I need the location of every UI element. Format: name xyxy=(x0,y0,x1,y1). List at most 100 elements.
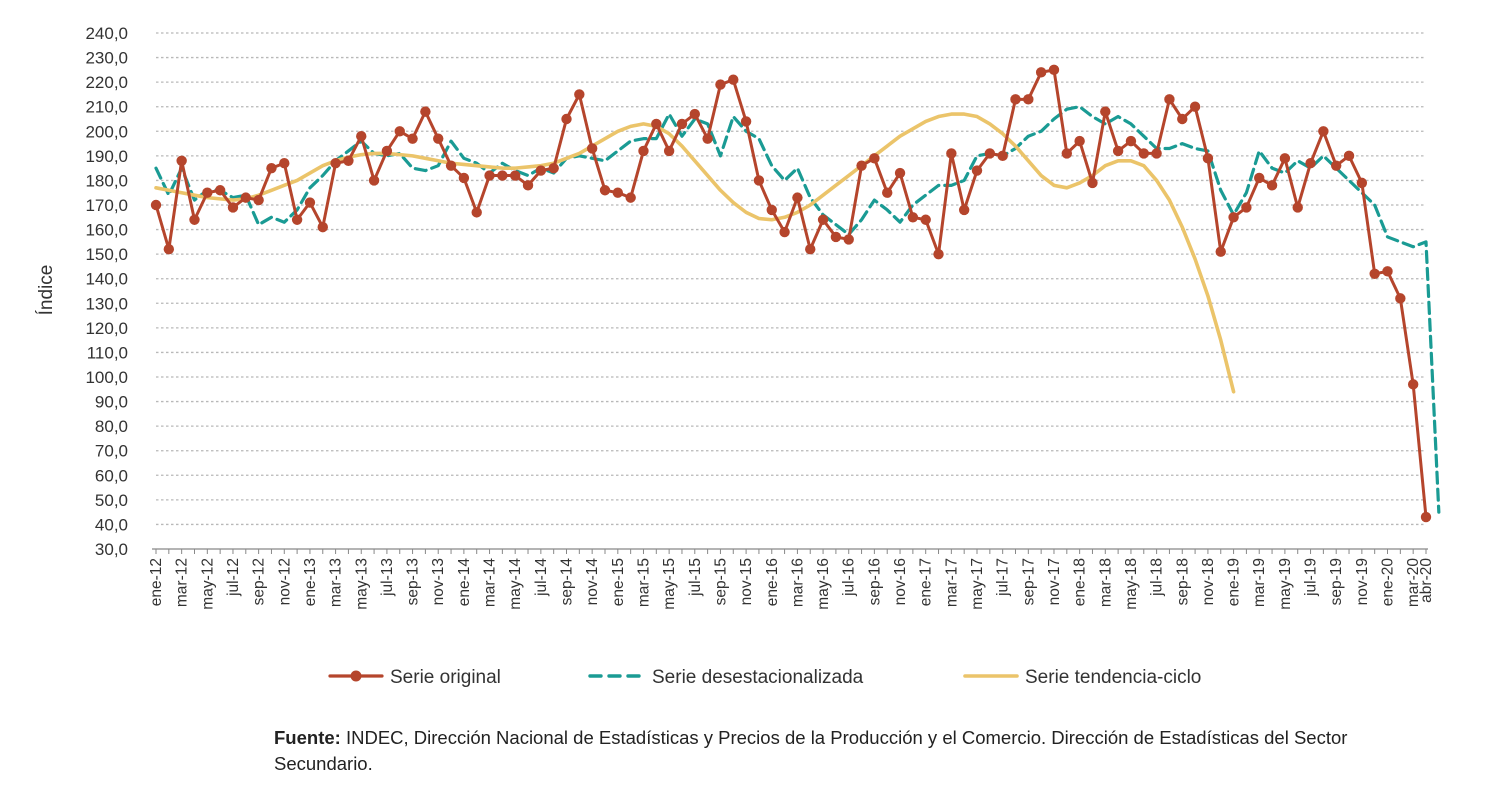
data-point xyxy=(304,197,316,208)
data-point xyxy=(535,165,547,176)
data-point xyxy=(997,150,1008,162)
x-tick-label: jul-14 xyxy=(533,558,550,597)
data-point xyxy=(1343,150,1355,162)
y-tick-label: 60,0 xyxy=(95,466,128,485)
data-point xyxy=(509,170,521,181)
data-point xyxy=(830,231,842,243)
x-tick-label: may-13 xyxy=(353,558,370,610)
data-point xyxy=(663,145,675,157)
data-point xyxy=(1035,67,1047,78)
data-point xyxy=(805,244,816,255)
data-point xyxy=(689,108,700,120)
data-point xyxy=(1318,126,1329,137)
data-point xyxy=(651,118,662,130)
data-point xyxy=(1279,153,1291,164)
data-point xyxy=(1228,212,1239,223)
x-tick-label: sep-15 xyxy=(712,558,729,605)
y-axis: 30,0 40,0 50,0 60,0 70,0 80,0 90,0 100,0 110,0 12… xyxy=(85,24,128,559)
data-point xyxy=(227,202,239,213)
x-tick-label: may-15 xyxy=(661,558,678,610)
data-point xyxy=(920,214,931,225)
data-point xyxy=(522,180,534,191)
x-tick-label: jul-15 xyxy=(687,558,704,597)
x-tick-label: jul-19 xyxy=(1303,558,1320,597)
y-tick-label: 190,0 xyxy=(85,147,128,166)
source-note: Fuente: INDEC, Dirección Nacional de Est… xyxy=(274,725,1444,777)
x-tick-label: ene-19 xyxy=(1226,558,1243,606)
x-tick-label: sep-12 xyxy=(251,558,268,605)
data-point xyxy=(471,207,482,218)
x-tick-label: nov-15 xyxy=(738,558,755,605)
data-point xyxy=(356,131,367,142)
data-point xyxy=(291,214,303,225)
data-point xyxy=(163,244,175,255)
x-tick-label: nov-18 xyxy=(1200,558,1217,605)
data-point xyxy=(753,175,765,186)
data-point xyxy=(176,155,187,166)
data-point xyxy=(214,185,226,196)
x-tick-label: mar-15 xyxy=(635,558,652,607)
x-tick-label: sep-17 xyxy=(1020,558,1037,605)
data-point xyxy=(1356,177,1368,189)
data-point xyxy=(458,172,470,184)
data-point xyxy=(1164,94,1175,105)
data-point xyxy=(894,167,906,179)
data-point xyxy=(638,145,649,157)
y-tick-label: 50,0 xyxy=(95,491,128,510)
data-point xyxy=(497,170,508,181)
data-point xyxy=(1266,180,1278,191)
x-tick-label: ene-14 xyxy=(456,558,473,607)
data-point xyxy=(1382,266,1393,277)
y-tick-label: 110,0 xyxy=(87,343,128,362)
data-point xyxy=(1189,101,1201,112)
y-tick-label: 90,0 xyxy=(95,393,128,412)
y-tick-label: 30,0 xyxy=(95,540,128,559)
y-tick-label: 70,0 xyxy=(95,442,128,461)
x-tick-label: jul-17 xyxy=(995,558,1012,597)
x-tick-label: ene-17 xyxy=(918,558,935,606)
data-point xyxy=(381,145,393,157)
y-tick-label: 180,0 xyxy=(85,171,128,190)
data-point xyxy=(1048,64,1060,76)
data-point xyxy=(792,192,803,203)
data-point xyxy=(1061,148,1073,159)
data-point xyxy=(394,126,405,137)
data-point xyxy=(574,89,585,100)
data-point xyxy=(1215,246,1226,257)
data-point xyxy=(1292,202,1303,213)
data-point xyxy=(766,204,777,216)
data-point xyxy=(1125,135,1137,147)
data-point xyxy=(330,158,341,169)
x-tick-label: mar-20 xyxy=(1405,558,1422,607)
x-tick-label: may-18 xyxy=(1123,558,1140,610)
y-tick-label: 210,0 xyxy=(85,98,128,117)
x-tick-label: mar-14 xyxy=(482,558,499,607)
x-tick-label: nov-17 xyxy=(1046,558,1063,605)
x-tick-label: may-14 xyxy=(507,558,524,610)
data-point xyxy=(1369,268,1380,279)
x-tick-label: sep-13 xyxy=(405,558,422,605)
data-point xyxy=(625,192,636,203)
data-point xyxy=(1420,511,1432,523)
x-tick-label: ene-12 xyxy=(148,558,165,606)
data-point xyxy=(317,221,328,233)
data-point xyxy=(612,187,624,198)
gridlines xyxy=(156,32,1426,526)
y-tick-label: 140,0 xyxy=(85,270,128,289)
x-tick-label: nov-12 xyxy=(276,558,293,605)
x-tick-label: abr-20 xyxy=(1418,558,1435,603)
data-point xyxy=(368,175,380,186)
data-point xyxy=(1138,148,1149,159)
data-point xyxy=(599,185,611,196)
data-point xyxy=(240,192,251,203)
y-tick-label: 230,0 xyxy=(85,49,128,68)
x-tick-label: may-19 xyxy=(1277,558,1294,610)
data-point xyxy=(1112,145,1124,157)
y-tick-label: 200,0 xyxy=(85,122,128,141)
y-tick-label: 170,0 xyxy=(85,196,128,215)
data-point xyxy=(561,113,572,125)
x-tick-label: mar-12 xyxy=(174,558,191,607)
data-point xyxy=(189,214,200,225)
x-tick-label: jul-13 xyxy=(379,558,396,597)
